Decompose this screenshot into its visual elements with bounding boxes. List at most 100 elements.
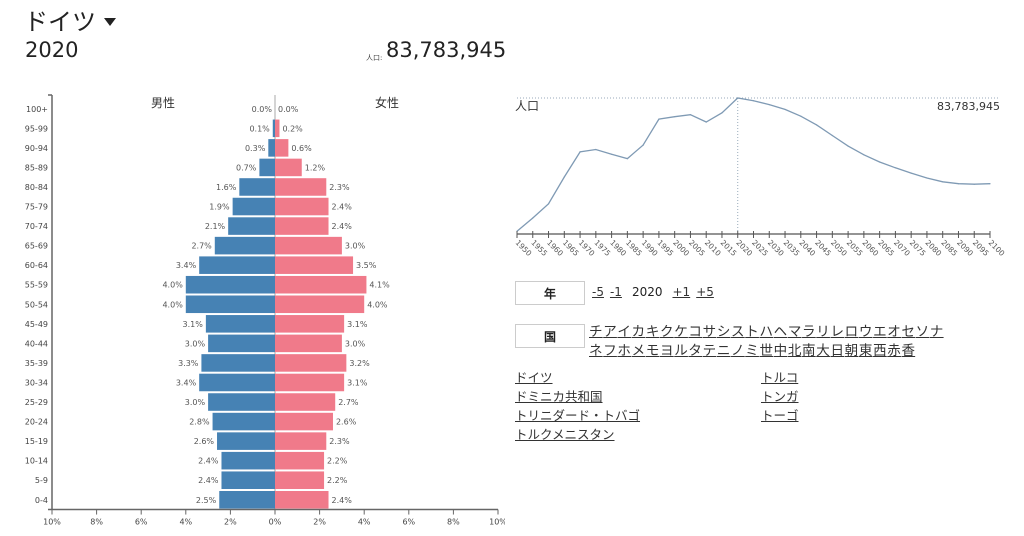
- kana-index-link[interactable]: ケ: [674, 324, 688, 340]
- x-tick-label: 10%: [43, 518, 61, 527]
- country-link[interactable]: ドミニカ共和国: [515, 389, 603, 404]
- kana-index-link[interactable]: リ: [816, 324, 830, 340]
- kana-index-link[interactable]: ヨ: [660, 343, 674, 359]
- line-x-tick-label: 2040: [797, 238, 817, 258]
- male-bar: [217, 432, 275, 450]
- kana-index-link[interactable]: マ: [787, 324, 802, 340]
- kana-index-link[interactable]: 西: [873, 343, 887, 359]
- kana-index-link[interactable]: エ: [873, 324, 887, 340]
- kana-index-link[interactable]: ニ: [716, 343, 731, 359]
- kana-index-link[interactable]: セ: [901, 324, 916, 340]
- population-point: [894, 167, 896, 169]
- year-minus-5-link[interactable]: -5: [592, 285, 604, 299]
- kana-index-link[interactable]: 日: [830, 343, 845, 359]
- year-controls: -5 -1 2020 +1 +5: [592, 285, 714, 299]
- male-value-label: 2.8%: [189, 418, 210, 427]
- female-value-label: 2.6%: [336, 418, 357, 427]
- kana-index-link[interactable]: ア: [603, 324, 617, 340]
- kana-index-link[interactable]: ル: [674, 343, 688, 359]
- year-plus-5-link[interactable]: +5: [696, 285, 714, 299]
- male-value-label: 2.4%: [198, 476, 219, 485]
- age-group-label: 25-29: [25, 398, 48, 407]
- age-group-label: 15-19: [25, 437, 48, 446]
- kana-index-link[interactable]: ヘ: [773, 324, 788, 340]
- kana-index-link[interactable]: ス: [731, 324, 745, 340]
- country-link[interactable]: トリニダード・トバゴ: [515, 408, 641, 423]
- kana-index-link[interactable]: チ: [589, 324, 603, 340]
- kana-index-link[interactable]: モ: [645, 343, 660, 359]
- female-bar: [275, 315, 345, 333]
- female-value-label: 2.2%: [327, 476, 348, 485]
- population-pyramid-chart: 男性 女性 100+ 0.0% 0.0% 95-99 0.1% 0.2% 90-94 0.3% 0.…: [25, 94, 505, 527]
- kana-index-link[interactable]: キ: [645, 324, 660, 340]
- year-minus-1-link[interactable]: -1: [609, 285, 622, 299]
- kana-index-link[interactable]: サ: [702, 324, 717, 340]
- population-line-chart: 人口 83,783,945 1950195519601965197019751980…: [514, 97, 1007, 258]
- kana-index-link[interactable]: ナ: [929, 324, 944, 340]
- population-point: [942, 181, 944, 183]
- kana-index-link[interactable]: ク: [660, 324, 674, 340]
- female-header: 女性: [375, 95, 399, 110]
- age-group-label: 10-14: [25, 457, 48, 466]
- kana-index-link[interactable]: ラ: [802, 324, 816, 340]
- kana-index-link[interactable]: 世: [759, 343, 774, 359]
- country-list-col-1: ドイツ ドミニカ共和国 トリニダード・トバゴ トルクメニスタン: [515, 368, 640, 444]
- population-point: [689, 114, 692, 116]
- kana-index-link[interactable]: 北: [787, 343, 802, 359]
- kana-index-link[interactable]: イ: [617, 324, 632, 340]
- country-link[interactable]: トンガ: [761, 389, 799, 404]
- kana-index-link[interactable]: ト: [745, 324, 759, 340]
- male-bar: [259, 158, 275, 177]
- country-link[interactable]: トーゴ: [761, 408, 799, 423]
- kana-index-link[interactable]: コ: [688, 324, 703, 340]
- kana-index-link[interactable]: テ: [702, 343, 717, 359]
- kana-index-link[interactable]: シ: [716, 324, 731, 340]
- current-year: 2020: [25, 38, 79, 62]
- kana-index-link[interactable]: タ: [688, 343, 703, 359]
- kana-index-link[interactable]: メ: [631, 343, 646, 359]
- kana-index-link[interactable]: 南: [802, 343, 816, 359]
- age-group-label: 80-84: [25, 183, 48, 192]
- kana-index-link[interactable]: 赤: [887, 343, 901, 359]
- kana-index-link[interactable]: ソ: [915, 324, 930, 340]
- female-bar: [275, 393, 336, 411]
- population-point: [563, 176, 565, 178]
- kana-index-link[interactable]: オ: [887, 324, 901, 340]
- line-x-tick-label: 2085: [939, 238, 959, 258]
- kana-index-link[interactable]: ネ: [589, 343, 603, 359]
- year-plus-1-link[interactable]: +1: [672, 285, 691, 299]
- kana-index-link[interactable]: ノ: [731, 343, 745, 359]
- kana-index-link[interactable]: 朝: [844, 343, 859, 359]
- kana-index-link[interactable]: ロ: [844, 324, 859, 340]
- kana-index-link[interactable]: 東: [858, 343, 873, 359]
- kana-index-link[interactable]: フ: [603, 343, 617, 359]
- female-bar: [275, 471, 325, 489]
- year-label-box: 年: [515, 281, 585, 305]
- age-group-label: 70-74: [25, 222, 48, 231]
- male-value-label: 3.0%: [185, 398, 206, 407]
- kana-index-link[interactable]: カ: [631, 324, 646, 340]
- male-bar: [199, 256, 275, 274]
- line-x-tick-label: 1980: [608, 238, 628, 258]
- kana-index-link[interactable]: ホ: [617, 343, 632, 359]
- female-bar: [275, 178, 327, 196]
- country-link[interactable]: トルクメニスタン: [515, 427, 615, 442]
- line-x-tick-label: 2090: [955, 238, 975, 258]
- country-link[interactable]: トルコ: [761, 370, 799, 385]
- kana-index-link[interactable]: レ: [830, 324, 845, 340]
- x-tick-label: 10%: [489, 518, 505, 527]
- country-selector[interactable]: ドイツ: [24, 2, 116, 37]
- country-link[interactable]: ドイツ: [515, 370, 553, 385]
- line-x-tick-label: 2030: [766, 238, 786, 258]
- kana-index-link[interactable]: 中: [773, 343, 788, 359]
- kana-index-link[interactable]: 大: [816, 343, 830, 359]
- population-point: [847, 145, 849, 147]
- kana-index-link[interactable]: ウ: [858, 324, 873, 340]
- female-bar: [275, 334, 342, 353]
- kana-index-link[interactable]: ハ: [759, 324, 774, 340]
- kana-index-link[interactable]: ミ: [745, 343, 759, 359]
- kana-index-link[interactable]: 香: [901, 343, 916, 359]
- male-bar: [268, 139, 275, 157]
- population-point: [752, 100, 755, 102]
- population-point: [957, 183, 960, 185]
